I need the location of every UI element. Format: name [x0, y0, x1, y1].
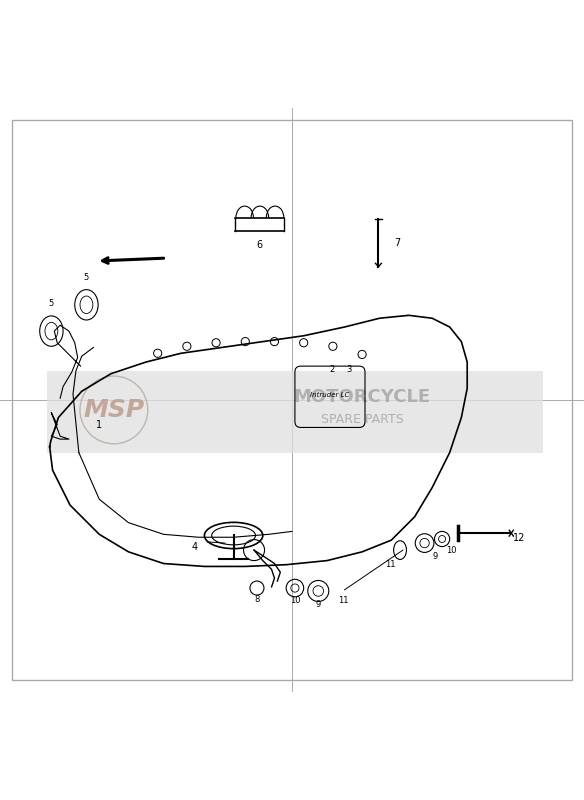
Text: 3: 3 [346, 365, 352, 374]
Text: 10: 10 [290, 596, 300, 605]
Text: SPARE PARTS: SPARE PARTS [321, 413, 404, 426]
Bar [47, 371, 543, 453]
Text: 11: 11 [385, 560, 395, 569]
Text: 11: 11 [338, 596, 349, 605]
Text: 1: 1 [96, 419, 102, 430]
Text: 12: 12 [513, 534, 525, 543]
Text: 4: 4 [192, 542, 197, 552]
Text: MSP: MSP [84, 398, 144, 422]
Text: 2: 2 [329, 365, 334, 374]
Text: 6: 6 [257, 240, 263, 250]
Text: 9: 9 [433, 552, 437, 561]
Text: 7: 7 [394, 238, 400, 248]
Text: Intruder LC: Intruder LC [310, 392, 350, 398]
Text: 5: 5 [84, 273, 89, 282]
Text: 8: 8 [254, 595, 260, 604]
Text: 10: 10 [446, 546, 456, 554]
Text: 9: 9 [316, 600, 321, 609]
Text: 5: 5 [49, 299, 54, 308]
Text: MOTORCYCLE: MOTORCYCLE [294, 388, 430, 406]
